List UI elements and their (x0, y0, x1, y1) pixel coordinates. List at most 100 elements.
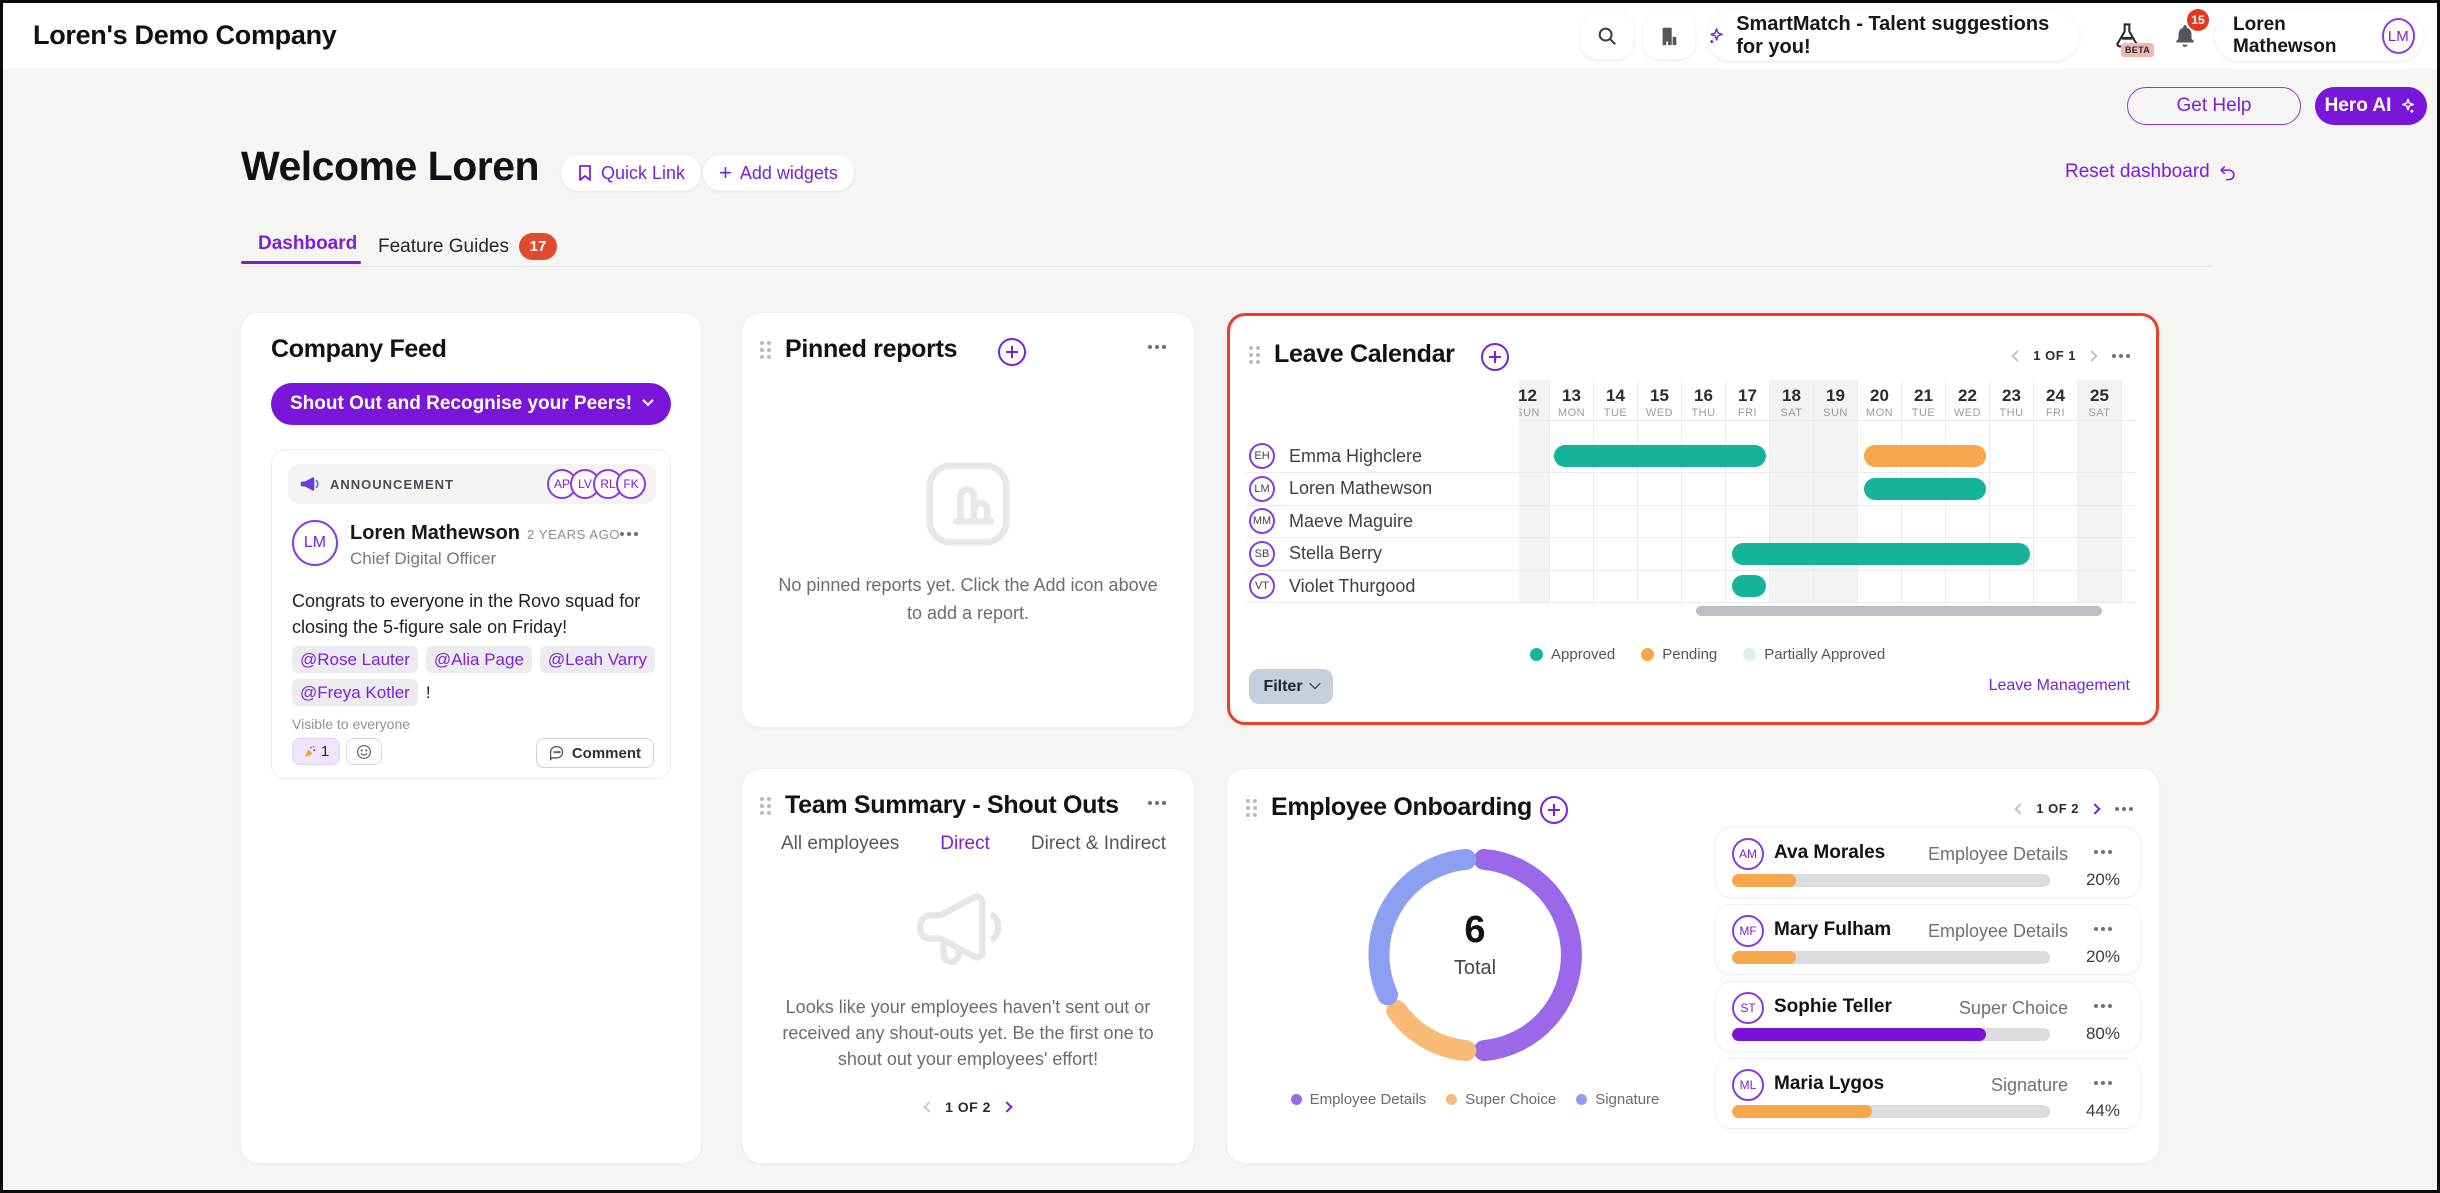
labs-button[interactable]: BETA (2101, 13, 2155, 59)
add-leave-button[interactable] (1480, 342, 1510, 372)
add-report-button[interactable] (997, 337, 1027, 367)
donut-segment-signature (1368, 848, 1477, 1006)
calendar-day-name: THU (1691, 407, 1716, 419)
hero-ai-button[interactable]: Hero AI (2315, 87, 2427, 125)
onboarding-item-menu-button[interactable] (2094, 1004, 2112, 1008)
filter-label: Filter (1263, 677, 1303, 695)
pager-next-icon[interactable] (2086, 349, 2098, 362)
leave-person-name: Loren Mathewson (1289, 478, 1433, 498)
leave-calendar-title: Leave Calendar (1274, 340, 1455, 368)
pager-next-icon[interactable] (2089, 802, 2101, 815)
calendar-day-column: 14 TUE (1594, 380, 1638, 602)
leave-row: LM Loren Mathewson (1246, 473, 2136, 506)
leave-person-avatar: EH (1249, 443, 1275, 469)
calendar-day-number: 24 (2046, 386, 2065, 405)
comment-button[interactable]: Comment (535, 738, 654, 768)
calendar-day-name: TUE (1911, 407, 1936, 419)
tab-feature-guides[interactable]: Feature Guides 17 (378, 233, 557, 260)
leave-row: VT Violet Thurgood (1246, 570, 2136, 603)
filter-button[interactable]: Filter (1249, 669, 1333, 704)
post-menu-button[interactable] (620, 532, 638, 536)
pager-prev-icon[interactable] (2011, 349, 2023, 362)
leave-management-link[interactable]: Leave Management (1988, 677, 2130, 694)
onboarding-stage: Super Choice (1958, 998, 2068, 1018)
post-mentions-row1: @Rose Lauter @Alia Page @Leah Varry (292, 646, 663, 673)
calendar-scrollbar[interactable] (1696, 606, 2102, 616)
reaction-pill[interactable]: 1 (292, 738, 340, 765)
leave-bar-approved[interactable] (1554, 445, 1766, 467)
leave-person-name: Stella Berry (1289, 543, 1383, 563)
leave-bar-pending[interactable] (1864, 445, 1986, 467)
team-tab-direct[interactable]: Direct (940, 833, 990, 854)
calendar-day-column: 16 THU (1682, 380, 1726, 602)
drag-handle-icon[interactable] (1249, 346, 1260, 364)
leave-bar-approved[interactable] (1864, 477, 1986, 500)
drag-handle-icon[interactable] (760, 797, 771, 815)
legend-label: Approved (1551, 646, 1616, 663)
notifications-button[interactable]: 15 (2161, 9, 2209, 59)
progress-track (1732, 874, 2050, 887)
reset-dashboard-label: Reset dashboard (2065, 161, 2210, 182)
profile-menu[interactable]: Loren Mathewson LM (2215, 11, 2423, 61)
onboarding-menu-button[interactable] (2115, 807, 2133, 811)
pager-next-icon[interactable] (1001, 1101, 1013, 1113)
progress-percent: 20% (2085, 870, 2120, 889)
onboarding-item-menu-button[interactable] (2094, 850, 2112, 854)
pager-prev-icon[interactable] (2014, 802, 2026, 815)
pinned-reports-menu-button[interactable] (1148, 345, 1166, 349)
onboarding-avatar: ST (1732, 992, 1764, 1024)
calendar-day-number: 23 (2002, 386, 2021, 405)
progress-fill (1732, 1105, 1872, 1118)
progress-fill (1732, 951, 1796, 964)
legend-item: Approved (1530, 646, 1615, 663)
pager-prev-icon[interactable] (923, 1101, 935, 1113)
page-title: Welcome Loren (241, 143, 540, 189)
donut-segment-super-choice (1386, 1000, 1477, 1062)
search-icon (1598, 27, 1616, 45)
shout-out-button[interactable]: Shout Out and Recognise your Peers! (271, 383, 671, 425)
quick-link-button[interactable]: Quick Link (561, 155, 702, 191)
add-onboarding-button[interactable] (1539, 795, 1569, 825)
mention-chip[interactable]: @Leah Varry (539, 646, 656, 673)
add-widgets-button[interactable]: + Add widgets (703, 155, 854, 191)
leave-bar-approved[interactable] (1732, 575, 1766, 597)
leave-calendar-widget: Leave Calendar 1 OF 1 12 SUN 13 MON 14 TUE 15 W… (1227, 313, 2159, 725)
sparkle-icon (1710, 28, 1723, 44)
report-placeholder-icon (926, 462, 1010, 546)
tab-dashboard[interactable]: Dashboard (258, 233, 358, 254)
leave-person-name: Maeve Maguire (1289, 510, 1414, 531)
leave-calendar-menu-button[interactable] (2112, 354, 2130, 358)
team-summary-menu-button[interactable] (1148, 801, 1166, 805)
get-help-button[interactable]: Get Help (2127, 87, 2301, 125)
pager-label: 1 OF 2 (2036, 801, 2079, 816)
mention-chip[interactable]: @Freya Kotler (292, 679, 418, 706)
search-button[interactable] (1581, 13, 1633, 59)
mention-chip[interactable]: @Rose Lauter (292, 646, 418, 673)
comment-label: Comment (571, 744, 641, 762)
add-reaction-button[interactable] (346, 738, 382, 765)
team-tab-all-employees[interactable]: All employees (781, 833, 900, 854)
get-help-label: Get Help (2176, 95, 2252, 116)
leave-calendar-grid: 12 SUN 13 MON 14 TUE 15 WED 16 THU 17 FRI 18 SAT 19 SUN… (1519, 380, 2136, 602)
quick-link-label: Quick Link (601, 162, 686, 183)
calendar-day-name: SUN (1519, 407, 1540, 419)
onboarding-item-menu-button[interactable] (2094, 927, 2112, 931)
drag-handle-icon[interactable] (1246, 799, 1257, 817)
calendar-day-name: WED (1645, 407, 1674, 419)
mention-chip[interactable]: @Alia Page (425, 646, 532, 673)
legend-dot (1641, 648, 1655, 661)
calendar-day-column: 25 SAT (2078, 380, 2122, 602)
drag-handle-icon[interactable] (760, 341, 771, 359)
team-tab-direct-indirect[interactable]: Direct & Indirect (1030, 833, 1167, 854)
smartmatch-button[interactable]: SmartMatch - Talent suggestions for you! (1707, 11, 2079, 61)
organisation-button[interactable] (1643, 13, 1695, 59)
onboarding-name: Ava Morales (1774, 842, 1886, 863)
reset-dashboard-link[interactable]: Reset dashboard (2065, 161, 2237, 183)
donut-segment-employee-details (1473, 848, 1582, 1062)
post-visibility: Visible to everyone (292, 716, 411, 732)
onboarding-item-menu-button[interactable] (2094, 1081, 2112, 1085)
onboarding-title: Employee Onboarding (1271, 793, 1532, 821)
post-line-2: closing the 5-figure sale on Friday! (292, 617, 568, 637)
calendar-day-number: 17 (1738, 386, 1757, 405)
leave-bar-approved[interactable] (1732, 542, 2030, 565)
